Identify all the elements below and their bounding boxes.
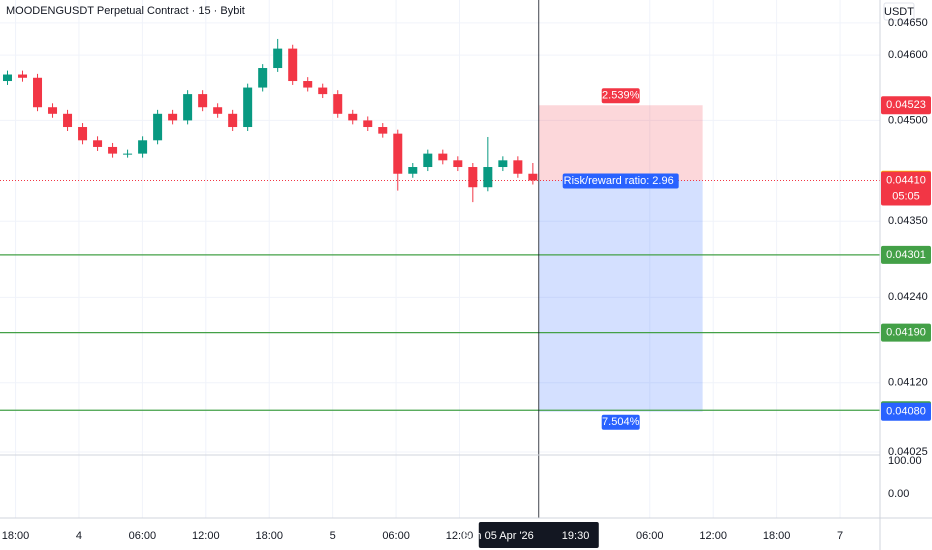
position-label-box bbox=[562, 173, 679, 189]
crosshair-time: 19:30 bbox=[562, 530, 590, 542]
plot-layer bbox=[0, 0, 880, 518]
currency: USDT bbox=[884, 6, 914, 18]
candle-body bbox=[348, 113, 358, 121]
candle-body bbox=[228, 113, 238, 128]
position-label: 7.504% bbox=[602, 416, 640, 428]
candle-body bbox=[33, 77, 43, 108]
x-tick-label: 18:00 bbox=[763, 530, 791, 542]
position-label-box bbox=[601, 414, 640, 430]
candle-body bbox=[408, 167, 418, 174]
price-label-box bbox=[881, 171, 931, 206]
x-tick-label: 18:00 bbox=[2, 530, 30, 542]
candle-body bbox=[453, 160, 463, 168]
candle-body bbox=[63, 113, 73, 128]
candle-body bbox=[123, 153, 133, 155]
candle-body bbox=[438, 153, 448, 161]
x-tick-label: 06:00 bbox=[636, 530, 664, 542]
y-tick-label: 0.04025 bbox=[888, 446, 928, 458]
price-label: 0.04190 bbox=[886, 327, 926, 339]
price-label-box bbox=[881, 245, 931, 264]
x-tick-label: 06:00 bbox=[129, 530, 157, 542]
candle-body bbox=[468, 167, 478, 188]
x-tick-label: 12:00 bbox=[699, 530, 727, 542]
y-tick-label: 0.04120 bbox=[888, 377, 928, 389]
candle-body bbox=[3, 74, 13, 82]
candle-body bbox=[48, 107, 58, 114]
position-label: 2.539% bbox=[602, 90, 640, 102]
candle-body bbox=[528, 173, 538, 181]
candle-body bbox=[93, 140, 103, 147]
candle-body bbox=[78, 127, 88, 141]
candle-body bbox=[213, 107, 223, 114]
price-label: 0.04410 bbox=[886, 174, 926, 186]
y-tick-label: 100.00 bbox=[888, 455, 922, 467]
x-tick-label: 4 bbox=[76, 530, 82, 542]
x-tick-label: 12:00 bbox=[446, 530, 474, 542]
x-tick-label: 06:00 bbox=[382, 530, 410, 542]
position-label: Risk/reward ratio: 2.96 bbox=[564, 175, 674, 187]
candle-body bbox=[18, 74, 28, 78]
candle-body bbox=[243, 87, 253, 128]
candle-body bbox=[363, 120, 373, 128]
chart-title: MOODENGUSDT Perpetual Contract · 15 · By… bbox=[6, 5, 245, 17]
candle-body bbox=[273, 48, 283, 69]
crosshair-label-box bbox=[478, 522, 599, 548]
crosshair-date: Sun 05 Apr '26 bbox=[462, 530, 534, 542]
candle-body bbox=[153, 113, 163, 141]
candle-body bbox=[393, 133, 403, 174]
candle-body bbox=[378, 127, 388, 134]
y-tick-label: 0.00 bbox=[888, 488, 909, 500]
candle-body bbox=[513, 160, 523, 174]
candle-body bbox=[333, 94, 343, 114]
price-label: 0.04080 bbox=[886, 406, 926, 418]
risk-zone bbox=[538, 105, 703, 181]
price-label: 0.04523 bbox=[886, 99, 926, 111]
x-tick-label: 7 bbox=[837, 530, 843, 542]
candle-body bbox=[288, 48, 298, 82]
y-tick-label: 0.04500 bbox=[888, 114, 928, 126]
candle-body bbox=[303, 81, 313, 88]
price-label: 0.04301 bbox=[886, 249, 926, 261]
candle-body bbox=[138, 140, 148, 154]
candle-body bbox=[258, 68, 268, 88]
price-label-box bbox=[881, 96, 931, 115]
candle-body bbox=[318, 87, 328, 95]
candle-body bbox=[498, 160, 508, 168]
currency-box[interactable] bbox=[883, 2, 915, 21]
position-label-box bbox=[601, 88, 640, 104]
price-label-box bbox=[881, 402, 931, 421]
y-tick-label: 0.04350 bbox=[888, 215, 928, 227]
y-tick-label: 0.04240 bbox=[888, 291, 928, 303]
candle-body bbox=[168, 113, 178, 121]
y-tick-label: 0.04600 bbox=[888, 49, 928, 61]
x-tick-label: 18:00 bbox=[255, 530, 283, 542]
candle-body bbox=[108, 146, 118, 154]
x-tick-label: 5 bbox=[330, 530, 336, 542]
countdown: 05:05 bbox=[892, 190, 920, 202]
candle-body bbox=[423, 153, 433, 168]
candle-body bbox=[198, 94, 208, 108]
x-tick-label: 12:00 bbox=[192, 530, 220, 542]
reward-zone bbox=[538, 180, 703, 412]
candle-body bbox=[183, 94, 193, 121]
y-tick-label: 0.04650 bbox=[888, 17, 928, 29]
price-label-box bbox=[881, 323, 931, 342]
candle-body bbox=[483, 167, 493, 188]
